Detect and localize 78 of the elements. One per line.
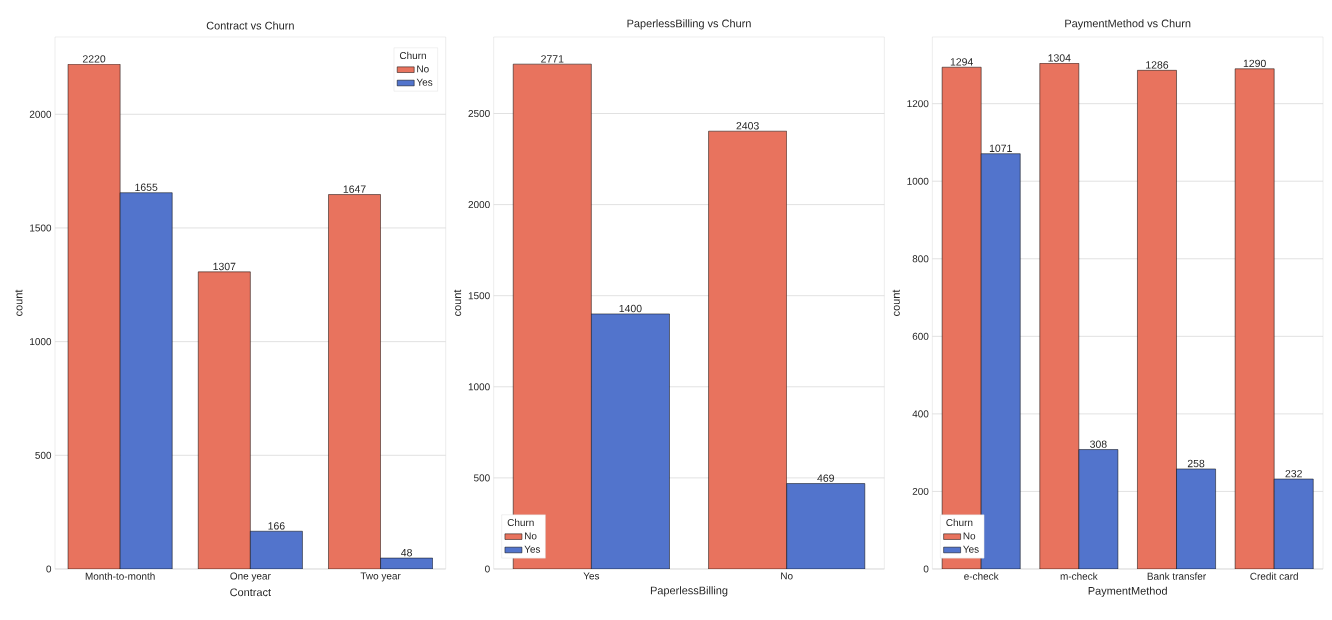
y-axis-title: count: [892, 289, 900, 316]
data-label: 1286: [1146, 61, 1169, 69]
y-axis-title: count: [15, 289, 23, 316]
bar: [1137, 70, 1177, 569]
y-tick-label: 2000: [468, 201, 490, 209]
y-tick-label: 2500: [468, 109, 490, 118]
x-tick-label: One year: [230, 572, 271, 582]
legend-label: No: [525, 532, 537, 540]
y-tick-label: 0: [46, 565, 52, 573]
x-tick-label: Month-to-month: [85, 572, 155, 580]
legend-label: Yes: [963, 545, 979, 553]
legend-label: No: [963, 532, 976, 540]
data-label: 1071: [989, 144, 1012, 153]
y-tick-label: 500: [35, 451, 52, 459]
chart-title: Contract vs Churn: [206, 21, 294, 30]
y-tick-label: 2000: [29, 110, 52, 118]
bar: [250, 531, 303, 569]
y-tick-label: 0: [485, 565, 490, 573]
y-tick-label: 0: [923, 565, 929, 573]
bar: [1273, 478, 1314, 569]
y-tick-label: 200: [912, 487, 929, 495]
legend-title: Churn: [399, 51, 426, 60]
x-tick-label: Credit card: [1250, 572, 1298, 580]
legend-label: Yes: [524, 545, 541, 553]
x-tick-label: e-check: [964, 572, 999, 580]
y-tick-label: 500: [473, 474, 490, 482]
bar: [708, 130, 787, 569]
bar: [1039, 63, 1079, 569]
y-tick-label: 1000: [30, 338, 52, 346]
data-label: 2220: [82, 55, 106, 63]
bar: [786, 483, 866, 569]
x-axis-title: Contract: [230, 588, 271, 597]
bar: [328, 194, 381, 569]
y-tick-label: 1000: [907, 177, 929, 185]
y-tick-label: 800: [912, 255, 929, 263]
x-tick-label: Bank transfer: [1147, 572, 1206, 580]
bar: [1176, 468, 1216, 569]
y-tick-label: 400: [912, 410, 929, 418]
data-label: 2771: [541, 55, 564, 63]
y-tick-label: 600: [912, 332, 929, 340]
bar: [1078, 449, 1118, 569]
y-axis-title: count: [453, 289, 462, 316]
legend-title: Churn: [946, 518, 973, 527]
data-label: 1304: [1048, 54, 1071, 62]
x-tick-label: m-check: [1060, 572, 1098, 580]
x-tick-label: Two year: [360, 572, 401, 582]
data-label: 1400: [619, 304, 642, 313]
data-label: 1647: [343, 185, 366, 193]
legend-label: Yes: [416, 78, 433, 86]
x-tick-label: Yes: [583, 572, 600, 580]
data-label: 232: [1285, 469, 1302, 478]
y-tick-label: 1500: [468, 292, 490, 300]
data-label: 1290: [1243, 59, 1266, 68]
bar: [67, 64, 121, 569]
y-tick-label: 1000: [468, 383, 490, 391]
y-tick-label: 1500: [30, 224, 52, 232]
bar: [981, 153, 1021, 569]
legend-title: Churn: [507, 518, 534, 527]
data-label: 1655: [135, 183, 158, 192]
bar: [1234, 68, 1275, 569]
data-label: 2403: [736, 122, 759, 130]
data-label: 48: [401, 548, 412, 557]
chart-title: PaymentMethod vs Churn: [1065, 19, 1191, 30]
bar: [198, 271, 251, 569]
y-tick-label: 1200: [907, 100, 929, 108]
chart-title: PaperlessBilling vs Churn: [627, 19, 751, 30]
x-axis-title: PaymentMethod: [1088, 586, 1167, 597]
data-label: 469: [817, 474, 834, 482]
data-label: 308: [1090, 440, 1107, 448]
data-label: 1294: [950, 58, 973, 66]
x-tick-label: No: [781, 572, 793, 580]
x-axis-title: PaperlessBilling: [650, 586, 728, 597]
data-label: 258: [1187, 459, 1205, 468]
legend-label: No: [417, 65, 429, 73]
data-label: 166: [268, 522, 285, 530]
bar: [591, 313, 670, 569]
bar: [119, 192, 173, 569]
data-label: 1307: [213, 262, 236, 271]
